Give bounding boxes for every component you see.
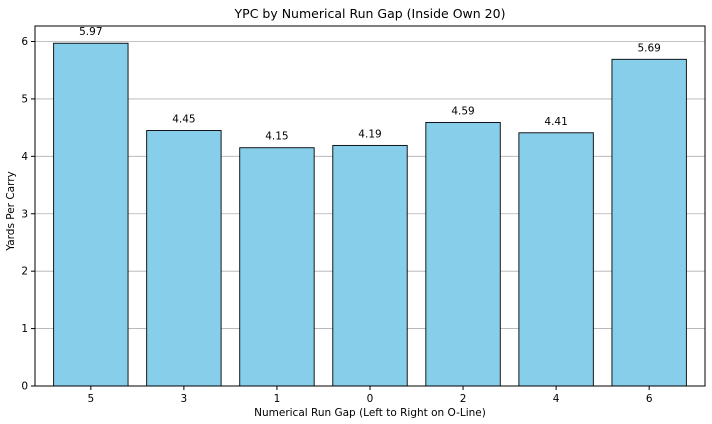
bar <box>332 144 408 387</box>
bar <box>239 147 315 387</box>
y-tick-label: 3 <box>21 208 28 220</box>
x-tick-label: 6 <box>646 393 653 405</box>
bar-value-label: 4.45 <box>172 113 195 125</box>
bar-value-label: 4.19 <box>358 128 381 140</box>
bar <box>53 42 129 387</box>
value-labels: 5.97 4.45 4.15 4.19 4.59 4.41 5.69 <box>79 26 661 142</box>
bar <box>146 130 222 387</box>
x-axis-label: Numerical Run Gap (Left to Right on O-Li… <box>254 407 486 419</box>
bar-value-label: 5.69 <box>637 42 660 54</box>
bars <box>53 42 687 387</box>
y-tick-label: 6 <box>21 36 28 48</box>
x-tick-label: 2 <box>460 393 467 405</box>
y-tick-label: 4 <box>21 151 28 163</box>
y-tick-label: 5 <box>21 93 28 105</box>
y-tick-label: 1 <box>21 323 28 335</box>
y-tick-label: 0 <box>21 381 28 393</box>
y-axis-label: Yards Per Carry <box>5 171 17 252</box>
x-axis: 5 3 1 0 2 4 6 <box>87 386 653 405</box>
x-tick-label: 1 <box>274 393 281 405</box>
bar-value-label: 4.15 <box>265 131 288 143</box>
y-tick-label: 2 <box>21 266 28 278</box>
x-tick-label: 5 <box>87 393 94 405</box>
bar <box>611 58 687 387</box>
bar <box>518 132 594 387</box>
plot-frame <box>34 25 706 387</box>
bar-value-label: 5.97 <box>79 26 102 38</box>
x-tick-label: 3 <box>181 393 188 405</box>
bar-value-label: 4.59 <box>451 105 474 117</box>
y-axis: 0 1 2 3 4 5 6 <box>21 36 35 393</box>
bar <box>425 122 501 387</box>
chart-title: YPC by Numerical Run Gap (Inside Own 20) <box>234 6 506 21</box>
bar-value-label: 4.41 <box>544 116 567 128</box>
x-tick-label: 0 <box>367 393 374 405</box>
x-tick-label: 4 <box>553 393 560 405</box>
